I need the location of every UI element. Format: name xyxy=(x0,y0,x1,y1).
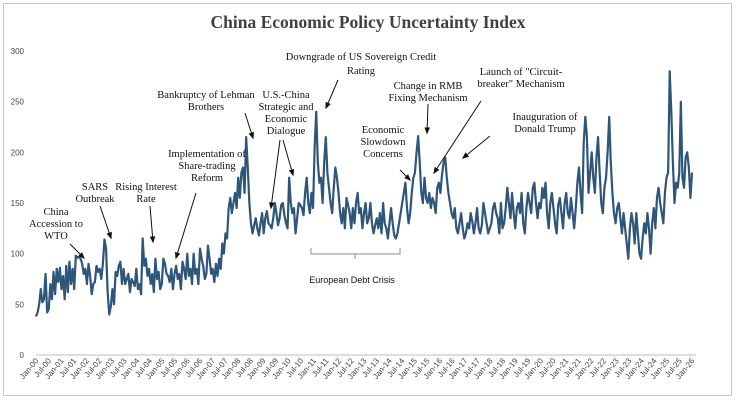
annotation-line: Concerns xyxy=(363,149,403,160)
annotation-line: Fixing Mechanism xyxy=(388,93,467,104)
y-tick-label: 300 xyxy=(11,47,25,56)
chart-title: China Economic Policy Uncertainty Index xyxy=(210,12,526,32)
annotation-line: Share-trading xyxy=(178,161,236,172)
annotation-arrow xyxy=(399,169,411,181)
x-axis-ticks: Jan-00Jul-00Jan-01Jul-01Jan-02Jul-02Jan-… xyxy=(18,356,697,381)
annotation-line: Change in RMB xyxy=(394,81,463,92)
debt-crisis-bracket xyxy=(310,248,401,255)
annotation-arrow xyxy=(461,135,491,159)
annotation-line: Implementation of xyxy=(168,149,246,160)
annotation-label: Bankruptcy of Lehman Brothers xyxy=(157,90,255,113)
annotation-arrow xyxy=(244,112,254,140)
annotation-line: European Debt Crisis xyxy=(309,275,395,285)
y-axis-ticks: 0 50 100 150 200 250 300 xyxy=(11,47,25,360)
annotation-arrow xyxy=(424,103,430,135)
annotation-line: Inauguration of xyxy=(512,112,578,123)
annotation-line: Economic xyxy=(362,125,405,136)
annotation-label: China Accession to WTO xyxy=(29,207,83,242)
series-layer xyxy=(34,70,694,317)
annotation-line: Economic xyxy=(265,114,308,125)
annotation-label: SARS Outbreak xyxy=(75,182,115,205)
y-tick-label: 200 xyxy=(11,148,25,157)
annotation-line: Accession to xyxy=(29,219,83,230)
annotation-label: Inauguration of Donald Trump xyxy=(512,112,578,135)
annotation-line: Rate xyxy=(136,194,156,205)
y-tick-label: 150 xyxy=(11,199,25,208)
annotation-label: Launch of "Circuit-breaker" Mechanism xyxy=(477,67,564,90)
series-line xyxy=(34,70,694,317)
annotation-label: Change in RMB Fixing Mechanism xyxy=(388,81,467,104)
annotation-line: Strategic and xyxy=(258,102,314,113)
annotation-arrow xyxy=(282,139,295,177)
annotation-arrows xyxy=(69,79,491,260)
annotation-line: U.S.-China xyxy=(262,90,310,101)
annotation-line: WTO xyxy=(44,231,68,242)
annotation-arrow xyxy=(325,79,339,110)
annotation-label: U.S.-China Strategic and Economic Dialogue xyxy=(258,90,314,137)
annotation-arrow xyxy=(149,205,156,244)
annotation-line: Reform xyxy=(191,173,223,184)
annotation-label: Rising Interest Rate xyxy=(115,182,177,205)
annotation-label: European Debt Crisis xyxy=(309,275,395,285)
annotation-line: Bankruptcy of Lehman xyxy=(157,90,255,101)
annotation-arrow xyxy=(99,205,112,240)
annotation-line: Launch of "Circuit- xyxy=(480,67,563,78)
annotation-line: China xyxy=(43,207,68,218)
annotation-line: Brothers xyxy=(188,102,224,113)
annotation-label: Economic Slowdown Concerns xyxy=(361,125,407,160)
annotation-line: Outbreak xyxy=(75,194,115,205)
annotation-line: SARS xyxy=(82,182,108,193)
annotation-line: breaker" Mechanism xyxy=(477,79,564,90)
annotation-line: Rating xyxy=(347,66,376,77)
y-tick-label: 250 xyxy=(11,98,25,107)
chart-frame xyxy=(3,3,732,396)
y-tick-label: 100 xyxy=(11,250,25,259)
annotation-arrow xyxy=(174,192,197,260)
annotation-label: Downgrade of US Sovereign Credit Rating xyxy=(286,52,437,77)
y-tick-label: 50 xyxy=(15,300,24,309)
annotation-line: Dialogue xyxy=(267,126,306,137)
y-tick-label: 0 xyxy=(20,351,25,360)
annotation-line: Slowdown xyxy=(361,137,407,148)
annotation-arrow xyxy=(268,139,281,210)
annotation-line: Donald Trump xyxy=(514,124,576,135)
annotation-line: Downgrade of US Sovereign Credit xyxy=(286,52,437,63)
annotation-arrow xyxy=(433,100,482,175)
annotation-arrow xyxy=(69,243,85,259)
annotation-line: Rising Interest xyxy=(115,182,177,193)
annotation-label: Implementation of Share-trading Reform xyxy=(168,149,246,184)
